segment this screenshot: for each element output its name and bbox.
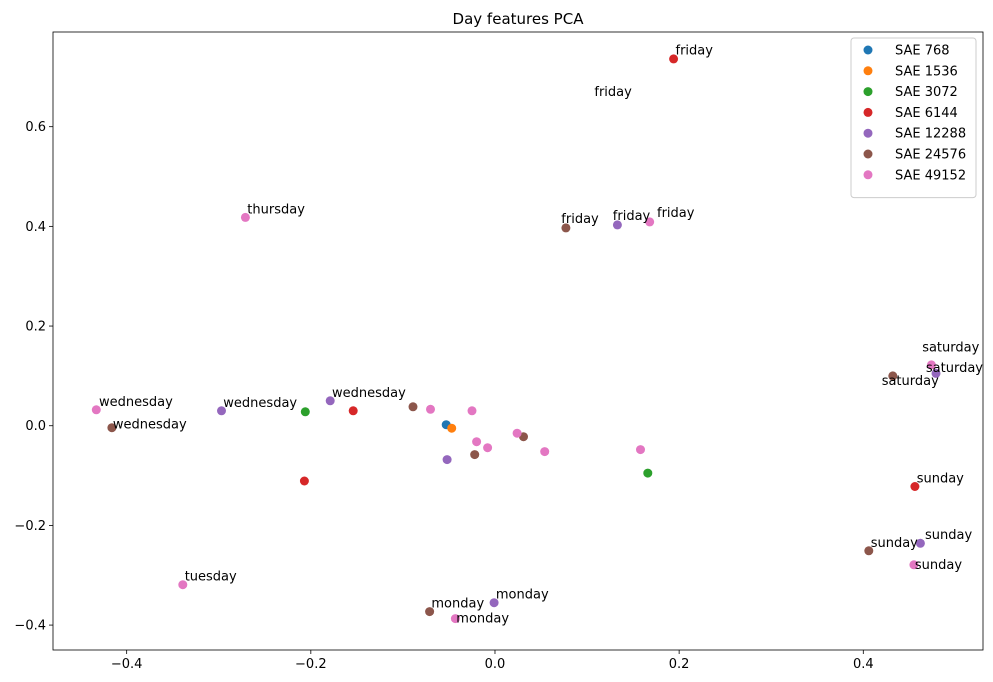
legend-label: SAE 768 bbox=[895, 44, 950, 59]
point-sae-24576-0 bbox=[561, 223, 571, 233]
annotation-sunday-13: sunday bbox=[917, 472, 964, 487]
annotation-wednesday-12: wednesday bbox=[113, 418, 187, 433]
point-sae-49152-3 bbox=[426, 404, 435, 414]
point-sae-49152-5 bbox=[472, 437, 482, 447]
point-sae-12288-2 bbox=[217, 406, 226, 416]
annotation-friday-4: friday bbox=[613, 209, 651, 224]
y-tick-label: 0.6 bbox=[25, 120, 46, 135]
point-sae-24576-3 bbox=[470, 450, 480, 460]
legend-marker bbox=[863, 149, 873, 159]
points-layer bbox=[91, 54, 941, 624]
legend: SAE 768 SAE 1536 SAE 3072 SAE 6144 SAE 12288… bbox=[850, 37, 977, 199]
chart-title: Day features PCA bbox=[453, 10, 585, 28]
point-sae-49152-6 bbox=[483, 443, 493, 453]
axes-layer: −0.4 −0.2 0.0 0.2 0.4 −0.4 −0.2 0.0 0.2 0.4 0.6 bbox=[14, 31, 984, 672]
annotation-friday-0: friday bbox=[676, 43, 714, 58]
legend-label: SAE 24576 bbox=[895, 148, 966, 163]
point-sae-49152-0 bbox=[645, 217, 655, 227]
legend-marker bbox=[863, 107, 873, 117]
legend-label: SAE 6144 bbox=[895, 106, 958, 121]
x-tick-label: −0.4 bbox=[111, 657, 143, 672]
point-sae-49152-12 bbox=[926, 360, 936, 370]
legend-marker bbox=[863, 128, 873, 138]
annotation-monday-18: monday bbox=[431, 597, 484, 612]
point-sae-24576-7 bbox=[864, 546, 874, 556]
point-sae-12288-0 bbox=[612, 220, 622, 230]
annotation-sunday-15: sunday bbox=[871, 536, 918, 551]
plot-frame bbox=[52, 31, 984, 651]
point-sae-6144-0 bbox=[669, 54, 679, 64]
x-tick-label: −0.2 bbox=[295, 657, 327, 672]
x-tick-label: 0.2 bbox=[669, 657, 690, 672]
point-sae-24576-2 bbox=[408, 402, 418, 412]
annotation-monday-20: monday bbox=[456, 612, 509, 627]
point-sae-6144-3 bbox=[910, 482, 920, 491]
point-sae-24576-1 bbox=[107, 423, 117, 433]
point-sae-12288-5 bbox=[931, 368, 941, 378]
y-tick-label: 0.2 bbox=[25, 320, 46, 335]
point-sae-49152-2 bbox=[91, 405, 101, 415]
legend-label: SAE 12288 bbox=[895, 127, 966, 142]
annotation-wednesday-9: wednesday bbox=[99, 395, 173, 410]
annotation-tuesday-17: tuesday bbox=[185, 570, 237, 585]
legend-marker bbox=[863, 170, 873, 180]
annotation-friday-5: friday bbox=[657, 206, 695, 221]
annotation-thursday-2: thursday bbox=[247, 202, 305, 217]
annotation-friday-1: friday bbox=[594, 85, 632, 100]
annotation-saturday-7: saturday bbox=[926, 361, 983, 376]
y-tick-label: 0.0 bbox=[25, 419, 46, 434]
point-sae-49152-4 bbox=[467, 406, 477, 416]
point-sae-1536-0 bbox=[447, 423, 457, 433]
legend-marker bbox=[863, 66, 873, 76]
annotation-wednesday-10: wednesday bbox=[223, 396, 297, 411]
annotation-friday-3: friday bbox=[561, 212, 599, 227]
point-sae-6144-1 bbox=[348, 406, 358, 416]
point-sae-12288-3 bbox=[442, 455, 452, 465]
point-sae-49152-10 bbox=[178, 580, 188, 590]
legend-label: SAE 1536 bbox=[895, 64, 958, 79]
point-sae-49152-13 bbox=[909, 560, 919, 570]
annotation-sunday-14: sunday bbox=[925, 528, 972, 543]
legend-label: SAE 3072 bbox=[895, 85, 958, 100]
x-tick-label: 0.4 bbox=[853, 657, 874, 672]
point-sae-12288-1 bbox=[325, 396, 335, 406]
y-tick-label: −0.2 bbox=[14, 519, 46, 534]
point-sae-6144-2 bbox=[299, 476, 309, 486]
annotations-layer: friday friday thursday friday friday friday sa… bbox=[99, 43, 983, 626]
point-sae-24576-5 bbox=[425, 607, 435, 617]
y-tick-label: 0.4 bbox=[25, 220, 46, 235]
point-sae-3072-0 bbox=[300, 407, 310, 417]
point-sae-12288-4 bbox=[489, 598, 499, 608]
annotation-saturday-6: saturday bbox=[922, 341, 979, 356]
annotation-wednesday-11: wednesday bbox=[332, 386, 406, 401]
point-sae-49152-11 bbox=[450, 614, 460, 624]
legend-marker bbox=[863, 45, 873, 55]
point-sae-24576-6 bbox=[888, 371, 898, 381]
y-tick-label: −0.4 bbox=[14, 619, 46, 634]
annotation-saturday-8: saturday bbox=[882, 374, 939, 389]
point-sae-12288-6 bbox=[915, 538, 925, 548]
annotation-sunday-16: sunday bbox=[915, 558, 962, 573]
point-sae-49152-8 bbox=[540, 447, 550, 457]
legend-box bbox=[850, 37, 977, 199]
point-sae-3072-1 bbox=[643, 468, 653, 478]
point-sae-49152-9 bbox=[636, 445, 645, 455]
point-sae-49152-7 bbox=[512, 428, 522, 438]
point-sae-49152-1 bbox=[240, 212, 250, 222]
legend-label: SAE 49152 bbox=[895, 168, 966, 183]
legend-marker bbox=[863, 87, 873, 97]
x-tick-label: 0.0 bbox=[485, 657, 506, 672]
annotation-monday-19: monday bbox=[496, 588, 549, 603]
